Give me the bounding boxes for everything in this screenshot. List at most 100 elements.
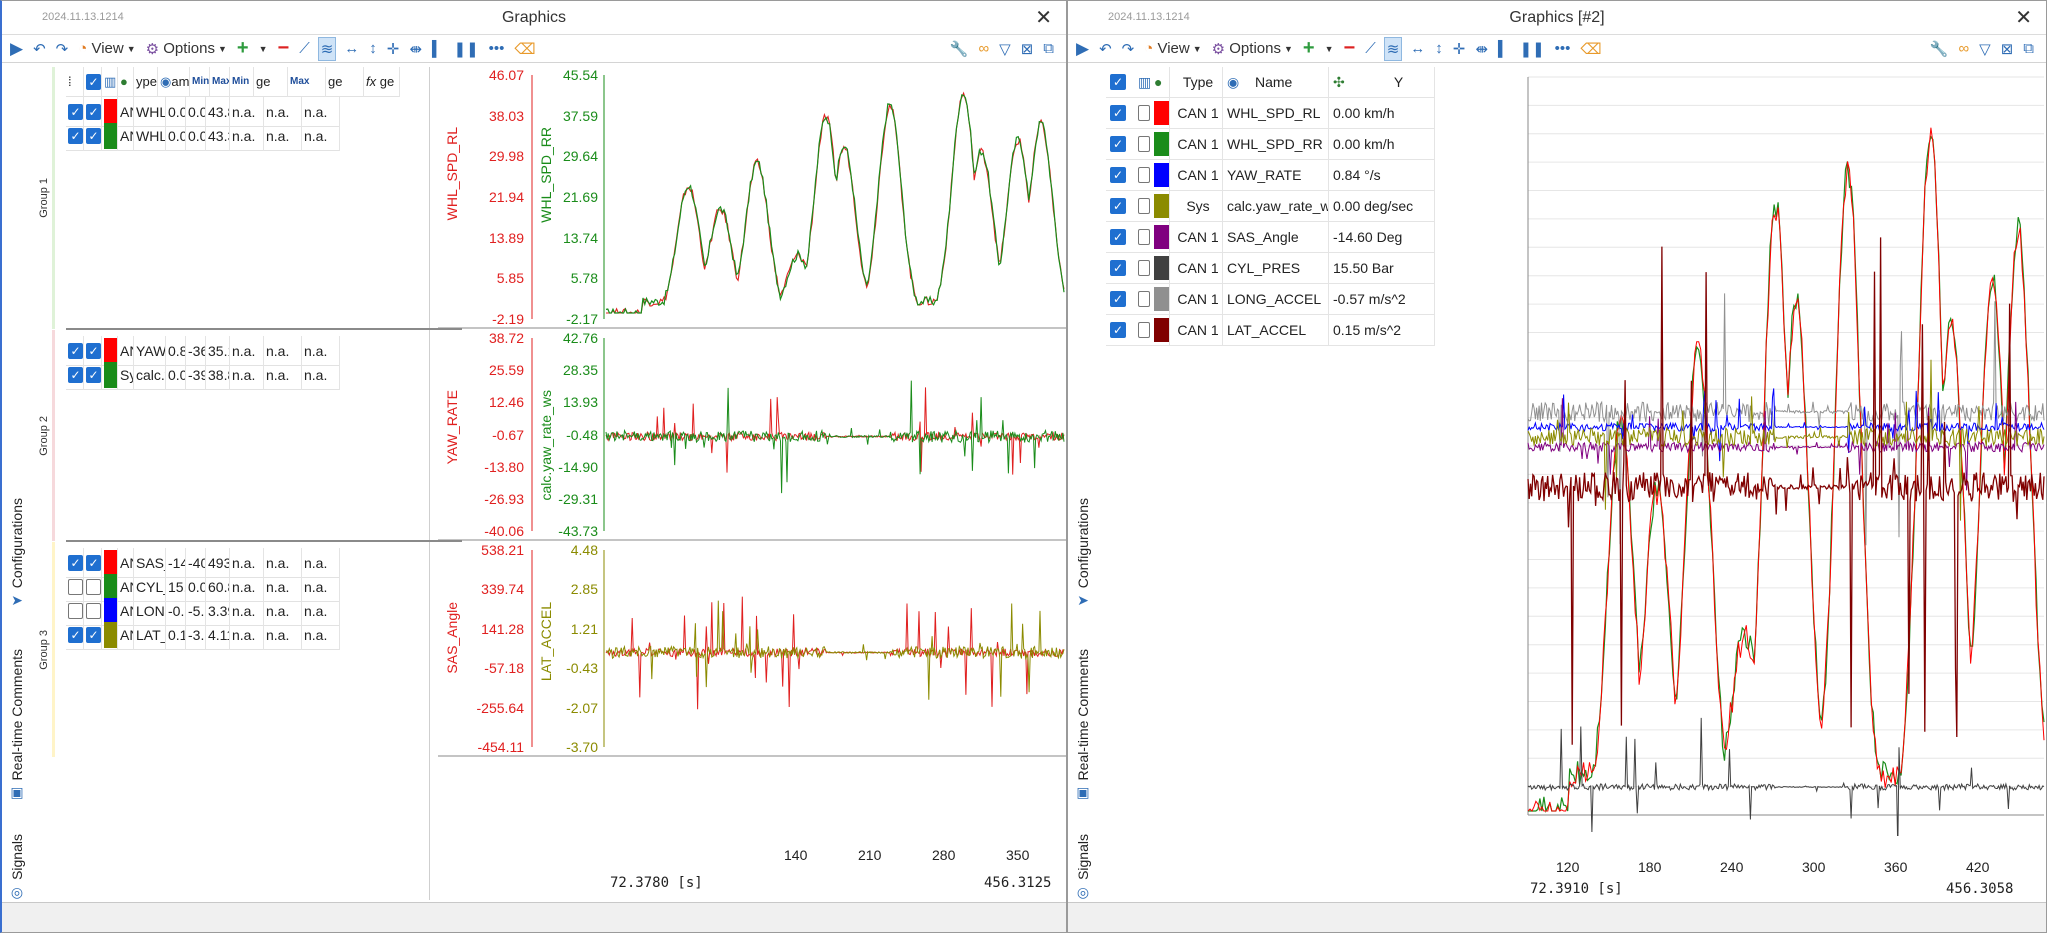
chevron-down-icon[interactable]: ▼ <box>1324 43 1334 54</box>
signal-row[interactable]: ANCYL_P15.50.0060.8n.a.n.a.n.a. <box>66 571 340 602</box>
play-button[interactable]: ▶ <box>1076 38 1090 58</box>
active-checkbox[interactable] <box>84 595 102 626</box>
header-name[interactable]: ◉ am <box>158 66 190 97</box>
more-icon[interactable]: ••• <box>488 40 505 57</box>
clear-filter-icon[interactable]: ⊠ <box>2000 40 2014 58</box>
tab-realtime-comments[interactable]: ▣ Real-time Comments <box>4 631 30 801</box>
header-formula[interactable]: fx ge <box>364 66 400 97</box>
visible-checkbox[interactable] <box>66 595 84 626</box>
signal-row[interactable]: ✓✓ANLAT_A0.15-3.34.11n.a.n.a.n.a. <box>66 619 340 650</box>
visible-checkbox[interactable]: ✓ <box>1106 284 1134 315</box>
fit-vertical-icon[interactable]: ↕ <box>369 40 377 57</box>
header-checkbox[interactable]: ✓ <box>84 66 102 97</box>
multi-line-chart-icon[interactable]: ≋ <box>1383 36 1403 61</box>
signal-row[interactable]: ANLONG-0.5-5.23.39n.a.n.a.n.a. <box>66 595 340 626</box>
options-menu[interactable]: ⚙ Options ▼ <box>144 37 229 61</box>
visible-checkbox[interactable]: ✓ <box>66 359 84 390</box>
redo-button[interactable]: ↷ <box>55 40 69 58</box>
export-icon[interactable]: ⧉ <box>2023 40 2034 57</box>
fit-horizontal-icon[interactable]: ↔ <box>1410 40 1426 57</box>
active-checkbox[interactable] <box>1134 98 1150 129</box>
link-icon[interactable]: ∞ <box>1958 40 1970 57</box>
plot-panel[interactable]: 38.72 25.59 12.46 -0.67 -13.80 -26.93 -40.06 42… <box>438 330 1066 541</box>
marker-icon[interactable]: ▍ <box>431 40 444 58</box>
filter-icon[interactable]: ▽ <box>1979 40 1991 58</box>
active-checkbox[interactable]: ✓ <box>84 547 102 578</box>
eraser-icon[interactable]: ⌫ <box>1580 40 1602 58</box>
link-icon[interactable]: ∞ <box>978 40 990 57</box>
header-type[interactable]: Type <box>1170 67 1223 98</box>
header-type[interactable]: ype <box>134 66 158 97</box>
color-swatch[interactable] <box>102 96 118 127</box>
add-signal-button[interactable]: + <box>1302 37 1315 59</box>
visible-checkbox[interactable]: ✓ <box>1106 315 1134 346</box>
signal-row[interactable]: ✓ CAN 1 LONG_ACCEL -0.57 m/s^2 <box>1106 284 1435 315</box>
signal-row[interactable]: ✓ CAN 1 YAW_RATE 0.84 °/s <box>1106 160 1435 191</box>
add-signal-button[interactable]: + <box>236 37 249 59</box>
active-checkbox[interactable]: ✓ <box>84 335 102 366</box>
signal-row[interactable]: ✓✓ANYAW_I0.84-36.35.1n.a.n.a.n.a. <box>66 335 340 366</box>
signal-row[interactable]: ✓ CAN 1 SAS_Angle -14.60 Deg <box>1106 222 1435 253</box>
remove-signal-button[interactable]: − <box>1343 37 1356 59</box>
visible-checkbox[interactable]: ✓ <box>66 619 84 650</box>
active-checkbox[interactable] <box>1134 160 1150 191</box>
pause-icon[interactable]: ❚❚ <box>1519 40 1545 58</box>
visible-checkbox[interactable]: ✓ <box>1106 191 1134 222</box>
cursor-pair-icon[interactable]: ⇼ <box>409 40 422 58</box>
visible-checkbox[interactable]: ✓ <box>66 96 84 127</box>
color-swatch[interactable] <box>102 359 118 390</box>
active-checkbox[interactable]: ✓ <box>84 619 102 650</box>
color-swatch[interactable] <box>1150 129 1170 160</box>
more-icon[interactable]: ••• <box>1554 40 1571 57</box>
color-swatch[interactable] <box>1150 284 1170 315</box>
active-checkbox[interactable] <box>1134 253 1150 284</box>
signal-row[interactable]: ✓ Sys calc.yaw_rate_ws 0.00 deg/sec <box>1106 191 1435 222</box>
visible-checkbox[interactable]: ✓ <box>1106 98 1134 129</box>
plot-panel[interactable]: 46.07 38.03 29.98 21.94 13.89 5.85 -2.19 45.54 3… <box>438 67 1066 329</box>
options-menu[interactable]: ⚙ Options ▼ <box>1210 37 1295 61</box>
redo-button[interactable]: ↷ <box>1121 40 1135 58</box>
fit-vertical-icon[interactable]: ↕ <box>1435 40 1443 57</box>
active-checkbox[interactable]: ✓ <box>84 120 102 151</box>
header-min[interactable]: Min <box>190 66 210 97</box>
view-menu[interactable]: ◔ View ▼ <box>1142 37 1203 61</box>
tab-signals[interactable]: ◎ Signals <box>4 821 30 901</box>
filter-icon[interactable]: ▽ <box>999 40 1011 58</box>
plot-panel[interactable]: 538.21 339.74 141.28 -57.18 -255.64 -454.11 4.… <box>438 542 1066 757</box>
color-swatch[interactable] <box>102 619 118 650</box>
visible-checkbox[interactable]: ✓ <box>1106 222 1134 253</box>
play-button[interactable]: ▶ <box>10 38 24 58</box>
visible-checkbox[interactable] <box>66 571 84 602</box>
eraser-icon[interactable]: ⌫ <box>514 40 536 58</box>
color-swatch[interactable] <box>1150 222 1170 253</box>
header-range[interactable]: ge <box>254 66 288 97</box>
cursor-icon[interactable]: ✛ <box>386 40 400 58</box>
signal-row[interactable]: ✓ CAN 1 WHL_SPD_RL 0.00 km/h <box>1106 98 1435 129</box>
export-icon[interactable]: ⧉ <box>1043 40 1054 57</box>
header-min2[interactable]: Min <box>230 66 254 97</box>
active-checkbox[interactable] <box>1134 315 1150 346</box>
column-menu-icon[interactable]: ⁞ <box>66 66 84 97</box>
color-swatch[interactable] <box>1150 160 1170 191</box>
tab-realtime-comments[interactable]: ▣ Real-time Comments <box>1070 631 1096 801</box>
visible-checkbox[interactable]: ✓ <box>66 120 84 151</box>
clear-filter-icon[interactable]: ⊠ <box>1020 40 1034 58</box>
tab-configurations[interactable]: ➤ Configurations <box>4 491 30 609</box>
line-chart-icon[interactable]: ⟋ <box>1365 40 1376 57</box>
signal-row[interactable]: ✓ CAN 1 WHL_SPD_RR 0.00 km/h <box>1106 129 1435 160</box>
header-checkbox[interactable]: ✓ <box>1106 67 1134 98</box>
signal-row[interactable]: ✓✓ANWHL_0.000.043.8n.a.n.a.n.a. <box>66 96 340 127</box>
signal-row[interactable]: ✓✓ANWHL_0.000.043.3n.a.n.a.n.a. <box>66 120 340 151</box>
color-swatch[interactable] <box>102 571 118 602</box>
cursor-icon[interactable]: ✛ <box>1452 40 1466 58</box>
color-swatch[interactable] <box>1150 98 1170 129</box>
header-y[interactable]: Y <box>1359 67 1435 98</box>
header-max[interactable]: Max <box>210 66 230 97</box>
signal-row[interactable]: ✓ CAN 1 CYL_PRES 15.50 Bar <box>1106 253 1435 284</box>
close-button[interactable]: ✕ <box>2015 7 2032 29</box>
close-button[interactable]: ✕ <box>1035 7 1052 29</box>
remove-signal-button[interactable]: − <box>277 37 290 59</box>
visible-checkbox[interactable]: ✓ <box>66 335 84 366</box>
marker-icon[interactable]: ▍ <box>1497 40 1510 58</box>
